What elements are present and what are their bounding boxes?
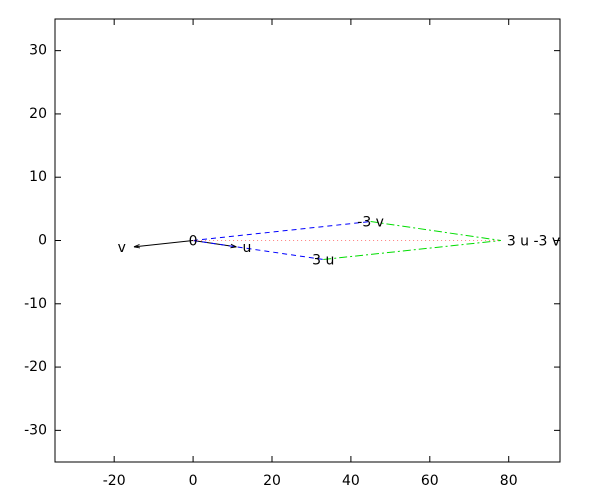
point-label: -3 v bbox=[357, 215, 384, 231]
x-tick-label: 80 bbox=[500, 473, 518, 489]
y-tick-label: -20 bbox=[24, 359, 47, 375]
y-tick-label: 20 bbox=[29, 106, 47, 122]
vector bbox=[193, 240, 324, 260]
vector bbox=[370, 221, 501, 241]
y-tick-label: -30 bbox=[24, 422, 47, 438]
x-tick-label: 60 bbox=[421, 473, 439, 489]
y-tick-label: 0 bbox=[38, 233, 47, 249]
vector bbox=[134, 240, 194, 247]
y-tick-label: 30 bbox=[29, 43, 47, 59]
x-tick-label: 0 bbox=[189, 473, 198, 489]
y-tick-label: 10 bbox=[29, 169, 47, 185]
point-label: 3 u bbox=[312, 252, 334, 268]
vector bbox=[323, 240, 501, 260]
vector bbox=[193, 221, 371, 241]
point-label: 0 bbox=[189, 234, 198, 250]
point-label: v bbox=[118, 240, 126, 256]
point-label: u bbox=[242, 240, 251, 256]
point-label: 3 u -3 v bbox=[507, 234, 560, 250]
x-tick-label: 20 bbox=[263, 473, 281, 489]
y-tick-label: -10 bbox=[24, 296, 47, 312]
plot-frame bbox=[54, 18, 561, 463]
x-tick-label: 40 bbox=[342, 473, 360, 489]
x-tick-label: -20 bbox=[103, 473, 126, 489]
